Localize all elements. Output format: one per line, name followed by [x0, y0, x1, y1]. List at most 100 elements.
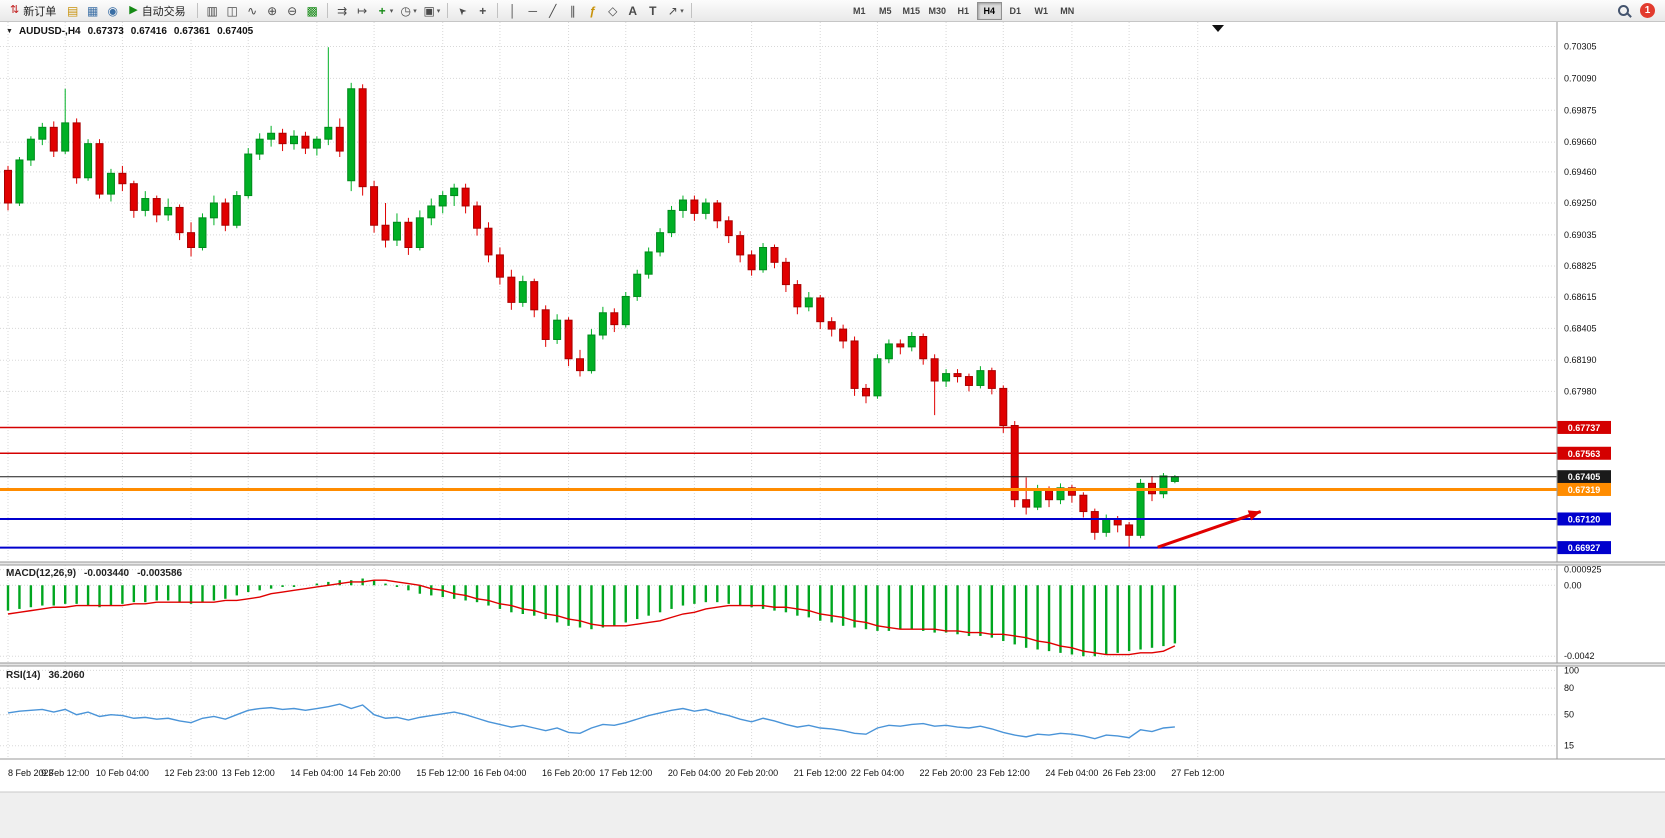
arrows-caret-icon[interactable]: ▾: [680, 7, 684, 15]
bull-candle: [942, 373, 951, 382]
community-icon[interactable]: ◉: [107, 3, 118, 18]
symbol-period-label: AUDUSD-,H4: [18, 26, 81, 37]
bear-candle: [610, 312, 619, 326]
time-axis-label: 16 Feb 20:00: [542, 768, 595, 778]
macd-main-value: -0.003440: [84, 568, 130, 579]
bear-candle: [850, 340, 859, 389]
data-window-icon[interactable]: ▦: [87, 3, 99, 18]
bull-candle: [518, 281, 527, 303]
arrows-icon[interactable]: ↗: [667, 3, 678, 18]
horizontal-line-icon[interactable]: ─: [528, 3, 537, 18]
timeframe-H1[interactable]: H1: [957, 5, 969, 16]
shapes-icon[interactable]: ◇: [608, 3, 618, 18]
tile-windows-icon[interactable]: ▩: [306, 3, 318, 18]
chart-canvas[interactable]: 0.70305 0.70090 0.69875 0.69660 0.69460 0.692…: [0, 22, 1665, 838]
bear-candle: [118, 172, 127, 185]
time-axis-label: 22 Feb 04:00: [851, 768, 904, 778]
bear-candle: [713, 202, 722, 222]
toolbar-separator: [447, 3, 449, 18]
toolbar-separator: [196, 3, 198, 18]
new-order-label: 新订单: [23, 5, 57, 18]
rsi-axis-label: 50: [1564, 710, 1574, 720]
bear-candle: [690, 199, 699, 214]
timeframe-M1[interactable]: M1: [852, 5, 866, 16]
search-icon[interactable]: [1618, 5, 1629, 16]
algo-trading-button[interactable]: ▶ 自动交易: [123, 1, 191, 21]
time-axis-label: 23 Feb 12:00: [977, 768, 1030, 778]
bull-candle: [255, 138, 264, 155]
bear-candle: [4, 169, 12, 204]
timeframe-M15[interactable]: M15: [902, 5, 920, 16]
timeframe-W1[interactable]: W1: [1034, 5, 1049, 16]
vertical-line-icon[interactable]: │: [508, 3, 517, 18]
bull-candle: [656, 232, 665, 253]
timeframe-M5[interactable]: M5: [878, 5, 892, 16]
panel-separator[interactable]: [0, 663, 1665, 666]
price-axis-label: 0.70305: [1564, 41, 1597, 51]
timeframe-D1[interactable]: D1: [1009, 5, 1021, 16]
time-axis-label: 21 Feb 12:00: [794, 768, 847, 778]
panel-separator[interactable]: [0, 562, 1665, 565]
time-axis-label: 26 Feb 23:00: [1103, 768, 1156, 778]
resistance-line-1-price-text: 0.67737: [1568, 423, 1601, 433]
new-order-button[interactable]: ⇅ 新订单: [4, 1, 62, 21]
snapshot-caret-icon[interactable]: ▾: [436, 7, 441, 15]
zoom-out-icon[interactable]: ⊖: [287, 3, 298, 18]
algo-trading-label: 自动交易: [141, 5, 186, 18]
time-axis-label: 17 Feb 12:00: [599, 768, 652, 778]
time-axis-label: 9 Feb 12:00: [41, 768, 89, 778]
bear-candle: [1079, 494, 1088, 513]
label-icon[interactable]: T: [649, 3, 657, 18]
current-price-line-price-text: 0.67405: [1568, 472, 1601, 482]
current-price-line-price-label: [1557, 470, 1611, 484]
resistance-line-2-price-text: 0.67563: [1568, 449, 1601, 459]
bull-candle: [324, 126, 333, 140]
bull-candle: [1159, 475, 1168, 495]
price-axis-label: 0.70090: [1564, 73, 1597, 83]
timeframe-M30[interactable]: M30: [928, 5, 946, 16]
auto-scroll-icon[interactable]: ⇉: [337, 3, 348, 18]
price-axis-label: 0.69875: [1564, 105, 1597, 115]
new-chart-button[interactable]: +: [378, 3, 386, 18]
collapse-arrow-icon[interactable]: ▼: [6, 28, 13, 35]
support-line-1-price-text: 0.67120: [1568, 514, 1601, 524]
period-button[interactable]: ◷: [400, 3, 411, 18]
fibonacci-icon[interactable]: ƒ: [589, 3, 597, 18]
market-depth-icon[interactable]: ▤: [67, 3, 79, 18]
bear-candle: [187, 232, 196, 248]
bull-candle: [26, 138, 35, 161]
bear-candle: [507, 276, 516, 303]
snapshot-button[interactable]: ▣: [423, 3, 435, 18]
timeframe-H4[interactable]: H4: [976, 1, 1002, 20]
timeframe-MN[interactable]: MN: [1060, 5, 1075, 16]
bull-candle: [1056, 487, 1065, 501]
time-axis-label: 27 Feb 12:00: [1171, 768, 1224, 778]
chart-shift-icon[interactable]: ↦: [357, 3, 368, 18]
cursor-icon[interactable]: ➤: [455, 3, 470, 18]
bar-chart-icon[interactable]: ▥: [206, 3, 218, 18]
text-icon[interactable]: A: [628, 3, 638, 18]
trend-arrow-annotation[interactable]: [1157, 510, 1262, 549]
bear-candle: [724, 220, 733, 237]
chart-shift-marker[interactable]: [1212, 25, 1224, 32]
zoom-in-icon[interactable]: ⊕: [267, 3, 278, 18]
arrow-head-icon: [1247, 510, 1261, 521]
bull-candle: [438, 195, 447, 207]
candlestick-chart-icon[interactable]: ◫: [226, 3, 238, 18]
bull-candle: [678, 199, 687, 211]
time-axis-label: 20 Feb 04:00: [668, 768, 721, 778]
bull-candle: [15, 159, 24, 204]
line-chart-icon[interactable]: ∿: [247, 3, 258, 18]
price-axis-label: 0.68405: [1564, 323, 1597, 333]
channel-icon[interactable]: ∥: [569, 3, 576, 18]
rsi-header: RSI(14) 36.2060: [6, 670, 85, 681]
new-chart-caret-icon[interactable]: ▾: [389, 7, 394, 15]
bull-candle: [1136, 482, 1145, 536]
resistance-line-1-price-label: [1557, 420, 1611, 434]
bear-candle: [964, 376, 973, 386]
trendline-icon[interactable]: ╱: [549, 3, 557, 18]
notification-badge[interactable]: 1: [1640, 3, 1655, 18]
bear-candle: [530, 281, 539, 311]
crosshair-icon[interactable]: +: [479, 3, 487, 18]
period-caret-icon[interactable]: ▾: [413, 7, 417, 15]
